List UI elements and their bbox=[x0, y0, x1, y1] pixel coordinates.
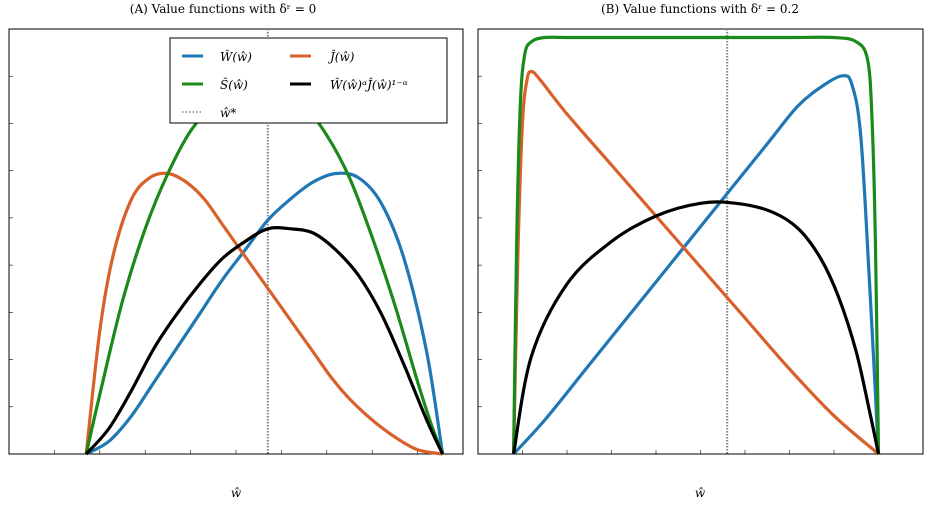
panel-a-series bbox=[84, 82, 445, 456]
panel-a-series-w bbox=[85, 171, 445, 456]
panel-b-title: (B) Value functions with δʳ = 0.2 bbox=[601, 2, 799, 16]
panel-b-ticks bbox=[478, 75, 879, 454]
legend-label-w: Ŵ(ŵ) bbox=[220, 49, 252, 64]
legend-label-j: Ĵ(ŵ) bbox=[327, 49, 355, 64]
legend-label-nash: Ŵ(ŵ)ᵅĴ(ŵ)¹⁻ᵅ bbox=[330, 77, 408, 92]
panel-b-series-w bbox=[512, 74, 881, 456]
legend-label-wstar: ŵ* bbox=[220, 106, 236, 120]
panel-a: (A) Value functions with δʳ = 0 ŵ Ŵ(ŵ) Ĵ… bbox=[8, 2, 464, 500]
legend-label-s: Ŝ(ŵ) bbox=[220, 76, 248, 92]
panel-b-xlabel: ŵ bbox=[695, 486, 706, 500]
panel-b-series-j bbox=[512, 69, 880, 456]
legend: Ŵ(ŵ) Ĵ(ŵ) Ŝ(ŵ) Ŵ(ŵ)ᵅĴ(ŵ)¹⁻ᵅ ŵ* bbox=[169, 37, 448, 124]
panel-b-series bbox=[512, 35, 881, 456]
panel-a-series-s bbox=[84, 82, 445, 455]
panel-a-xlabel: ŵ bbox=[231, 486, 242, 500]
panel-b-series-s bbox=[512, 35, 881, 455]
panel-b-axes-frame bbox=[477, 28, 924, 455]
panel-a-ticks bbox=[9, 75, 418, 454]
panel-b: (B) Value functions with δʳ = 0.2 ŵ bbox=[477, 2, 924, 500]
legend-box bbox=[169, 37, 448, 124]
panel-a-series-nash bbox=[85, 226, 445, 456]
panel-a-series-j bbox=[84, 171, 443, 456]
panel-b-series-nash bbox=[512, 200, 881, 455]
panel-a-title: (A) Value functions with δʳ = 0 bbox=[130, 2, 316, 16]
